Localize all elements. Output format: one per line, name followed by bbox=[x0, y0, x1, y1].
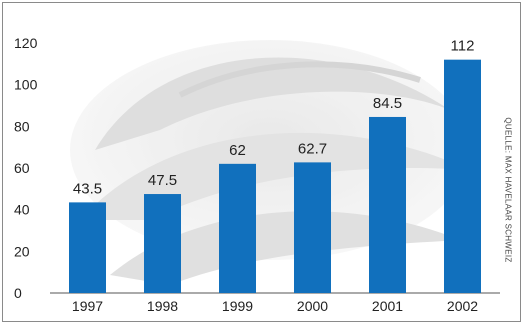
bar-1997 bbox=[69, 202, 106, 293]
bar-2001 bbox=[369, 116, 406, 293]
x-tick-label: 2001 bbox=[372, 298, 403, 314]
bar-1998 bbox=[144, 194, 181, 293]
data-label: 43.5 bbox=[73, 180, 102, 197]
banana-background-image bbox=[70, 40, 470, 285]
bar-1999 bbox=[219, 163, 256, 293]
bar-2000 bbox=[294, 162, 331, 293]
y-tick-label: 100 bbox=[14, 77, 38, 93]
x-tick-label: 1999 bbox=[222, 298, 253, 314]
data-label: 112 bbox=[451, 38, 475, 55]
data-label: 62.7 bbox=[298, 140, 327, 157]
y-tick-label: 60 bbox=[14, 160, 30, 176]
x-tick-label: 2002 bbox=[447, 298, 478, 314]
y-tick-label: 120 bbox=[14, 35, 38, 51]
x-tick-label: 2000 bbox=[297, 298, 328, 314]
data-label: 62 bbox=[229, 142, 246, 159]
source-credit: QUELLE: MAX HAVELAAR SCHWEIZ bbox=[503, 117, 513, 263]
y-tick-label: 20 bbox=[14, 243, 30, 259]
bar-2002 bbox=[444, 59, 481, 293]
y-tick-label: 40 bbox=[14, 202, 30, 218]
y-tick-label: 80 bbox=[14, 118, 30, 134]
x-tick-label: 1997 bbox=[72, 298, 103, 314]
data-label: 84.5 bbox=[373, 95, 402, 112]
y-tick-label: 0 bbox=[14, 285, 22, 301]
x-tick-label: 1998 bbox=[147, 298, 178, 314]
data-label: 47.5 bbox=[148, 172, 177, 189]
